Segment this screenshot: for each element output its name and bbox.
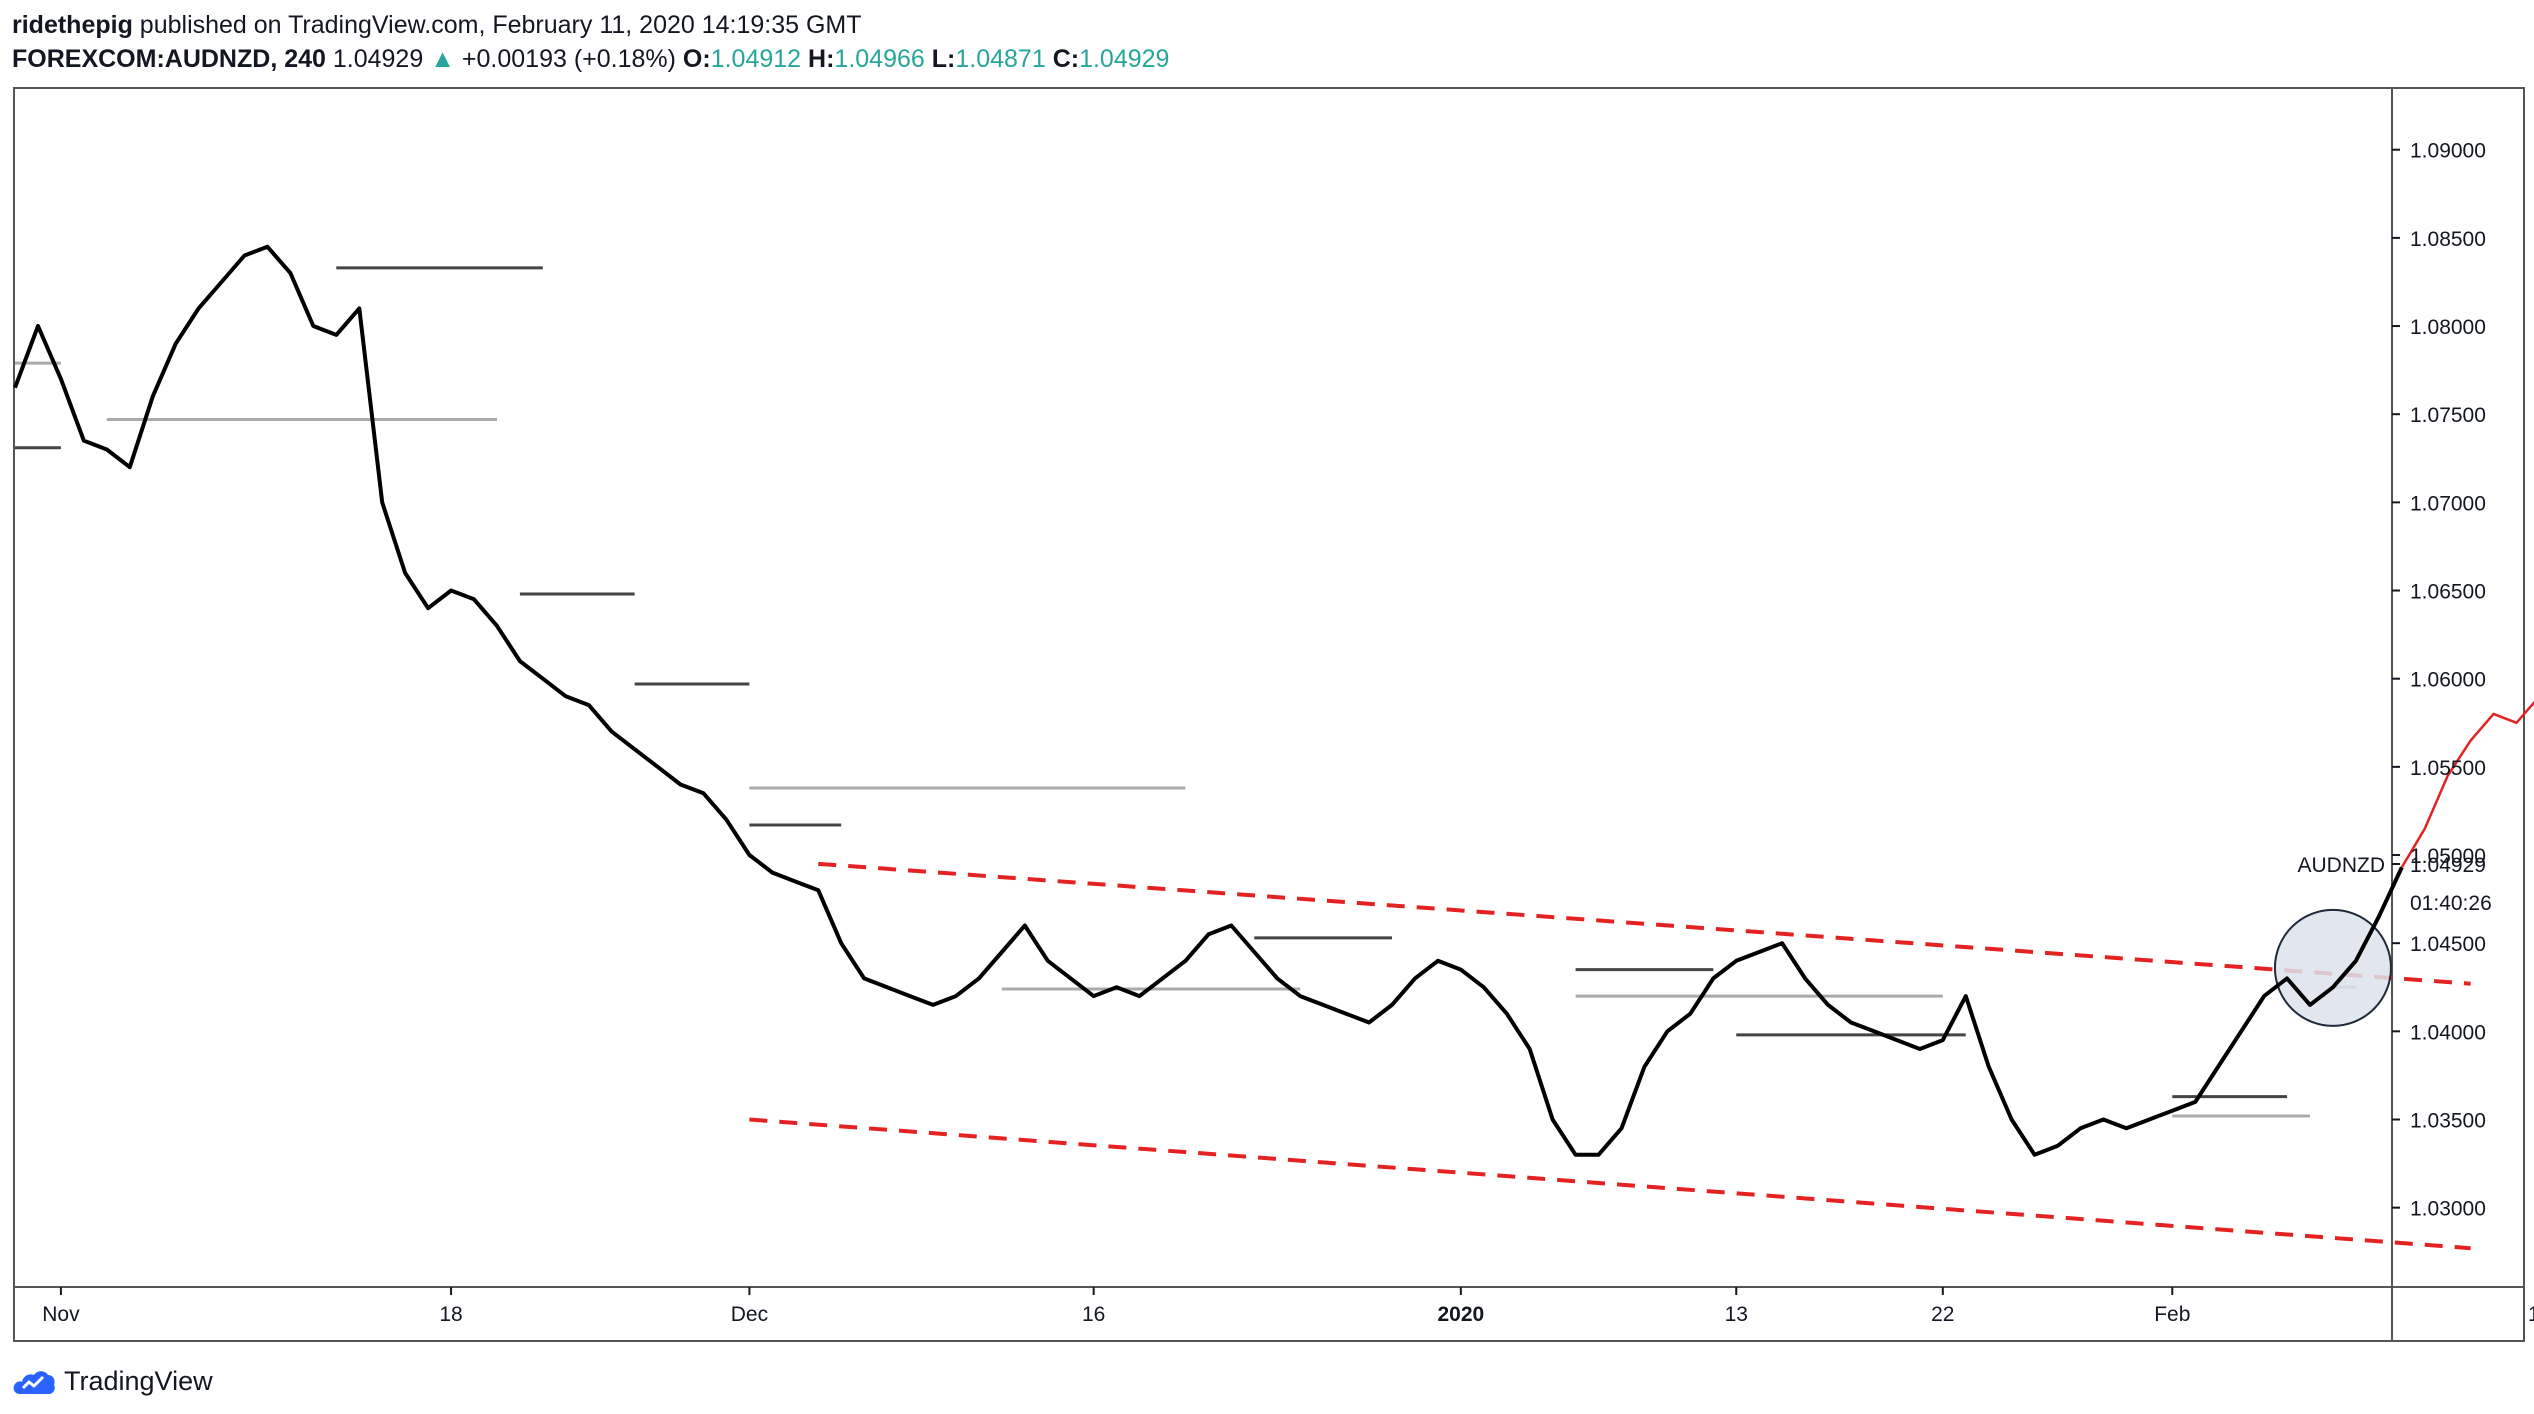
close-value: 1.04929	[1079, 45, 1170, 73]
price-tick-label: 1.08500	[2410, 228, 2486, 251]
time-tick-label: 13	[1725, 1303, 1748, 1326]
tradingview-cloud-icon	[13, 1371, 55, 1394]
price-change: +0.00193 (+0.18%)	[461, 45, 676, 73]
time-tick-label: 18	[439, 1303, 462, 1326]
symbol-interval: FOREXCOM:AUDNZD, 240	[12, 45, 326, 73]
high-label: H:	[808, 45, 835, 73]
published-text: published on TradingView.com, February 1…	[139, 11, 862, 39]
projection-line	[2400, 700, 2534, 869]
price-tick-label: 1.07500	[2410, 404, 2486, 427]
time-tick-label: 2020	[1437, 1303, 1484, 1326]
time-tick-label: 17	[2528, 1303, 2534, 1326]
tradingview-logo[interactable]: TradingView	[12, 1362, 213, 1400]
price-tick-label: 1.05500	[2410, 757, 2486, 780]
publish-line: ridethepig published on TradingView.com,…	[12, 8, 1169, 42]
time-tick-label: Feb	[2154, 1303, 2190, 1326]
price-axis: 1.03000 1.03500 1.04000 1.04500 1.05000 1.055…	[2392, 140, 2486, 1221]
price-tick-label: 1.06000	[2410, 669, 2486, 692]
price-tick-label: 1.09000	[2410, 140, 2486, 163]
price-tick-label: 1.04500	[2410, 933, 2486, 956]
price-series	[13, 244, 2534, 1157]
price-tick-label: 1.05000	[2410, 845, 2486, 868]
open-label: O:	[682, 45, 711, 73]
price-tick-label: 1.06500	[2410, 581, 2486, 604]
price-tick-label: 1.08000	[2410, 316, 2486, 339]
high-value: 1.04966	[834, 45, 925, 73]
chart-header: ridethepig published on TradingView.com,…	[12, 8, 1169, 76]
last-price-value: 1.04929	[2410, 854, 2486, 877]
descending-channel	[749, 861, 2471, 1251]
low-label: L:	[931, 45, 956, 73]
chart-frame	[13, 87, 2525, 1342]
tradingview-brand: TradingView	[64, 1365, 213, 1396]
price-tick-label: 1.03500	[2410, 1109, 2486, 1132]
up-arrow-icon: ▲	[430, 45, 455, 73]
close-label: C:	[1052, 45, 1080, 73]
channel-lower-line	[749, 1117, 2471, 1251]
bar-countdown: 01:40:26	[2410, 892, 2492, 915]
time-tick-label: Nov	[42, 1303, 80, 1326]
price-tick-label: 1.03000	[2410, 1198, 2486, 1221]
time-tick-label: 16	[1082, 1303, 1105, 1326]
author-name[interactable]: ridethepig	[12, 11, 133, 39]
low-value: 1.04871	[955, 45, 1046, 73]
price-tick-label: 1.04000	[2410, 1021, 2486, 1044]
last-price-label: AUDNZD 1.04929 01:40:26	[2298, 854, 2492, 915]
open-value: 1.04912	[710, 45, 802, 73]
time-tick-label: Dec	[731, 1303, 768, 1326]
price-tick-label: 1.07000	[2410, 492, 2486, 515]
price-line	[13, 244, 2404, 1157]
time-axis: Nov18Dec1620201322Feb17Mar	[42, 1287, 2534, 1326]
last-price-symbol: AUDNZD	[2298, 854, 2386, 877]
channel-upper-line	[818, 861, 2471, 986]
time-tick-label: 22	[1931, 1303, 1954, 1326]
last-price: 1.04929	[332, 45, 424, 73]
ohlc-line: FOREXCOM:AUDNZD, 240 1.04929 ▲ +0.00193 …	[12, 42, 1169, 76]
horizontal-levels	[15, 266, 2356, 1118]
